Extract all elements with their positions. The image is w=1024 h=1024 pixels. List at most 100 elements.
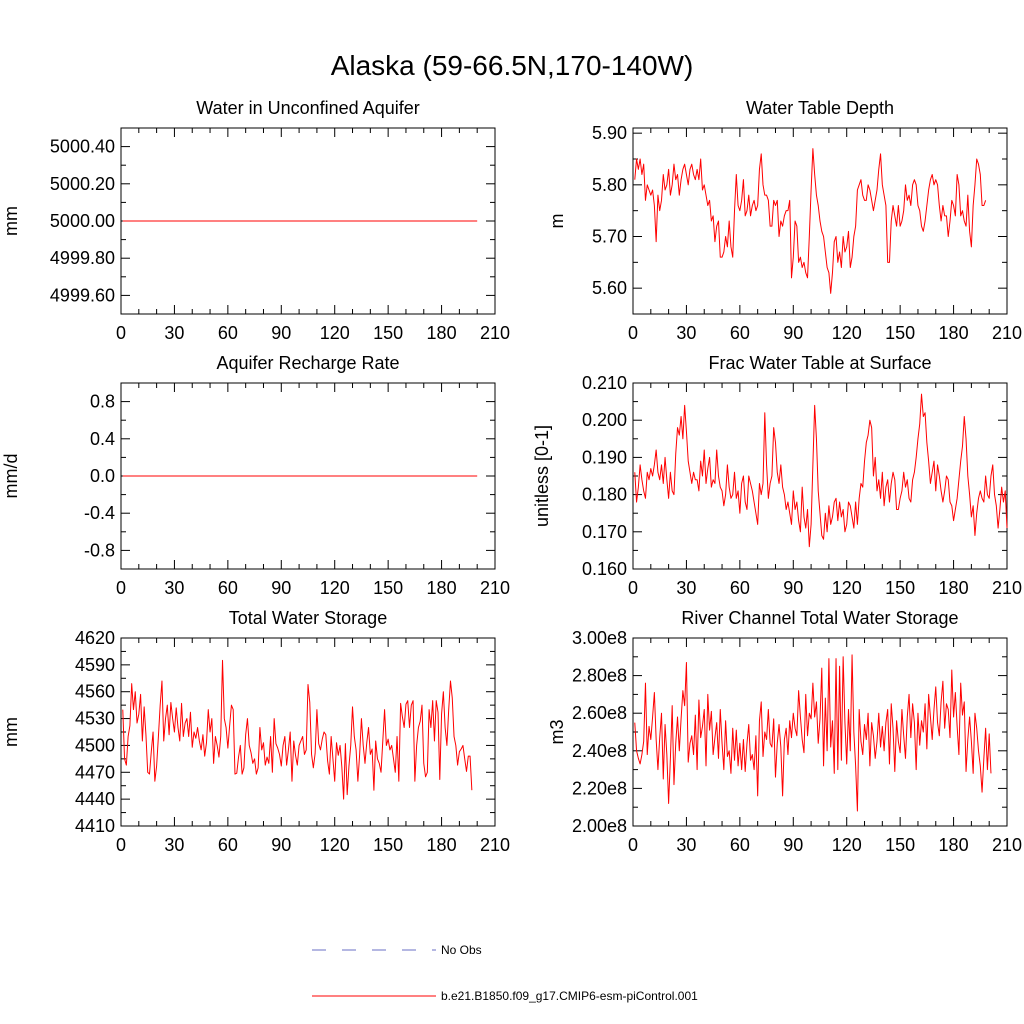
x-tick-label: 120 <box>320 835 350 855</box>
y-axis-label: m <box>547 214 567 229</box>
x-tick-label: 30 <box>676 578 696 598</box>
y-tick-label: 4440 <box>75 789 115 809</box>
plot-frame <box>632 637 1008 827</box>
y-tick-label: 0.210 <box>582 373 627 393</box>
x-tick-label: 180 <box>939 835 969 855</box>
y-axis-label: mm <box>1 206 21 236</box>
y-tick-label: 4590 <box>75 655 115 675</box>
chart-panel-4: Frac Water Table at Surface unitless [0-1… <box>532 353 1022 598</box>
series-line <box>122 659 473 800</box>
y-tick-label: 5.60 <box>592 278 627 298</box>
x-tick-label: 210 <box>992 578 1022 598</box>
legend-label-model: b.e21.B1850.f09_g17.CMIP6-esm-piControl.… <box>441 989 698 1003</box>
y-tick-label: 5000.40 <box>50 137 115 157</box>
x-tick-label: 30 <box>676 835 696 855</box>
x-tick-label: 90 <box>783 835 803 855</box>
x-tick-label: 60 <box>218 578 238 598</box>
chart-title: Water Table Depth <box>746 98 894 118</box>
y-tick-label: 3.00e8 <box>572 628 627 648</box>
x-tick-label: 210 <box>480 578 510 598</box>
x-tick-label: 30 <box>676 323 696 343</box>
x-tick-label: 0 <box>116 323 126 343</box>
chart-panel-2: Water Table Depth m 0 30 60 90 120 150 180 210 5.6… <box>547 98 1022 343</box>
y-tick-label: 4410 <box>75 816 115 836</box>
x-tick-label: 120 <box>832 578 862 598</box>
chart-title: Total Water Storage <box>229 608 387 628</box>
x-tick-label: 90 <box>271 835 291 855</box>
x-tick-label: 30 <box>164 323 184 343</box>
y-tick-label: 4999.80 <box>50 248 115 268</box>
legend-item-model: b.e21.B1850.f09_g17.CMIP6-esm-piControl.… <box>312 986 732 1006</box>
y-tick-label: 4620 <box>75 628 115 648</box>
y-tick-label: 0.4 <box>90 429 115 449</box>
x-tick-label: 150 <box>885 578 915 598</box>
x-tick-label: 60 <box>730 835 750 855</box>
x-tick-label: 0 <box>628 578 638 598</box>
y-tick-label: 0.180 <box>582 485 627 505</box>
y-tick-label: 4530 <box>75 709 115 729</box>
x-tick-label: 30 <box>164 835 184 855</box>
chart-title: Frac Water Table at Surface <box>708 353 931 373</box>
page-title: Alaska (59-66.5N,170-140W) <box>330 50 694 81</box>
y-axis-label: mm/d <box>1 454 21 499</box>
x-tick-label: 0 <box>116 578 126 598</box>
x-tick-label: 210 <box>480 835 510 855</box>
x-tick-label: 150 <box>373 578 403 598</box>
x-tick-label: 120 <box>320 323 350 343</box>
y-tick-label: 5000.20 <box>50 174 115 194</box>
x-tick-label: 150 <box>373 323 403 343</box>
x-tick-label: 60 <box>730 323 750 343</box>
y-tick-label: 2.20e8 <box>572 778 627 798</box>
x-tick-label: 120 <box>832 835 862 855</box>
x-tick-label: 210 <box>480 323 510 343</box>
y-tick-label: 0.190 <box>582 447 627 467</box>
y-tick-label: 0.160 <box>582 559 627 579</box>
x-tick-label: 30 <box>164 578 184 598</box>
x-tick-label: 0 <box>116 835 126 855</box>
x-tick-label: 180 <box>427 578 457 598</box>
chart-panel-6: River Channel Total Water Storage m3 0 30 60… <box>547 608 1022 855</box>
chart-title: River Channel Total Water Storage <box>681 608 958 628</box>
y-tick-label: 5.80 <box>592 175 627 195</box>
x-tick-label: 0 <box>628 835 638 855</box>
y-tick-label: 4560 <box>75 682 115 702</box>
y-tick-label: 4999.60 <box>50 285 115 305</box>
y-axis-label: mm <box>1 717 21 747</box>
chart-panel-1: Water in Unconfined Aquifer mm 0 30 60 90 120 1… <box>1 98 510 343</box>
x-tick-label: 210 <box>992 835 1022 855</box>
x-tick-label: 120 <box>832 323 862 343</box>
y-tick-label: 5.90 <box>592 123 627 143</box>
chart-title: Water in Unconfined Aquifer <box>196 98 419 118</box>
legend-swatch-dashed <box>312 949 436 951</box>
x-tick-label: 210 <box>992 323 1022 343</box>
y-tick-label: 0.170 <box>582 522 627 542</box>
y-tick-label: 5.70 <box>592 227 627 247</box>
y-tick-label: 0.200 <box>582 410 627 430</box>
x-tick-label: 90 <box>783 578 803 598</box>
y-tick-label: 4500 <box>75 735 115 755</box>
y-axis-label: m3 <box>547 719 567 744</box>
x-tick-label: 180 <box>427 835 457 855</box>
y-tick-label: 0.8 <box>90 392 115 412</box>
x-tick-label: 60 <box>730 578 750 598</box>
chart-title: Aquifer Recharge Rate <box>216 353 399 373</box>
plot-frame <box>632 127 1008 315</box>
series-line <box>634 148 987 294</box>
series-line <box>634 393 1008 548</box>
chart-panel-5: Total Water Storage mm 0 30 60 90 120 150 180 210… <box>1 608 510 855</box>
y-tick-label: 2.80e8 <box>572 666 627 686</box>
y-axis-label: unitless [0-1] <box>532 425 552 527</box>
legend-swatch-solid <box>312 995 436 997</box>
x-tick-label: 150 <box>885 835 915 855</box>
y-tick-label: 2.00e8 <box>572 816 627 836</box>
x-tick-label: 120 <box>320 578 350 598</box>
y-tick-label: 2.60e8 <box>572 703 627 723</box>
y-tick-label: 5000.00 <box>50 211 115 231</box>
x-tick-label: 60 <box>218 835 238 855</box>
chart-panel-3: Aquifer Recharge Rate mm/d 0 30 60 90 120 150 18… <box>1 353 510 598</box>
y-tick-label: 4470 <box>75 762 115 782</box>
y-tick-label: 2.40e8 <box>572 741 627 761</box>
x-tick-label: 90 <box>271 323 291 343</box>
legend-item-obs: No Obs <box>312 940 712 960</box>
